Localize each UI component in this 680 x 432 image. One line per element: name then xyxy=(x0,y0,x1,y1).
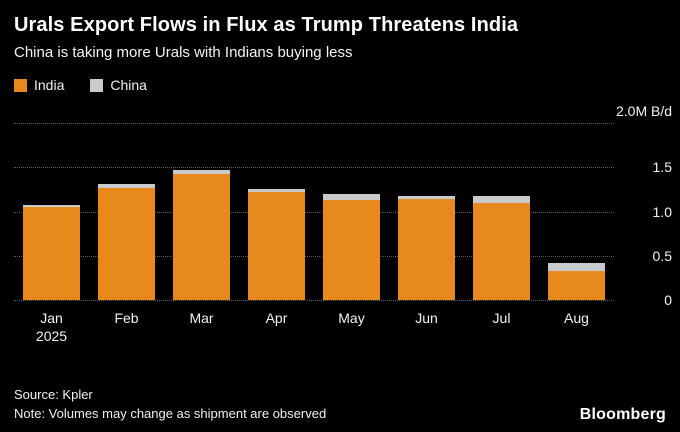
stacked-bar-chart: 2.0M B/d 1.5 1.0 0.5 0 Jan 2025 Feb Mar Apr May Ju… xyxy=(14,103,672,345)
stacked-bar xyxy=(397,123,456,300)
bar-group-jul xyxy=(464,123,539,300)
stacked-bar xyxy=(97,123,156,300)
stacked-bar xyxy=(22,123,81,300)
source-text: Source: Kpler xyxy=(14,387,93,403)
gridline xyxy=(14,167,614,169)
stacked-bar xyxy=(322,123,381,300)
y-tick-label: 0 xyxy=(664,292,672,308)
legend-item-china: China xyxy=(90,77,147,93)
china-color-swatch xyxy=(90,78,104,92)
bar-segment-india xyxy=(97,187,156,300)
bar-segment-india xyxy=(397,199,456,300)
bar-group-jun xyxy=(389,123,464,300)
y-tick-label: 1.5 xyxy=(652,159,672,176)
chart-footer: Source: Kpler Note: Volumes may change a… xyxy=(14,386,666,424)
x-tick-label: Jul xyxy=(492,310,511,326)
legend-label-india: India xyxy=(34,77,65,93)
gridline xyxy=(14,123,614,124)
x-tick-label: Apr xyxy=(265,310,288,326)
gridline xyxy=(14,300,614,301)
x-tick-label: Aug xyxy=(564,310,589,326)
bar-group-feb xyxy=(89,123,164,300)
footer-notes: Source: Kpler Note: Volumes may change a… xyxy=(14,386,326,424)
bar-segment-india xyxy=(322,200,381,300)
bar-segment-china xyxy=(172,169,231,175)
bar-segment-china xyxy=(397,195,456,200)
bar-segment-china xyxy=(97,184,156,188)
bar-segment-china xyxy=(247,189,306,193)
bar-segment-india xyxy=(172,174,231,300)
bar-segment-china xyxy=(322,193,381,200)
legend: India China xyxy=(14,77,666,93)
y-tick-label: 1.0 xyxy=(652,203,672,220)
chart-title: Urals Export Flows in Flux as Trump Thre… xyxy=(14,14,519,36)
stacked-bar xyxy=(472,123,531,300)
x-tick-label: Jun xyxy=(415,310,438,326)
bar-segment-china xyxy=(472,195,531,203)
bar-segment-india xyxy=(22,207,81,300)
bar-group-jan xyxy=(14,123,89,300)
y-tick-label: 2.0M B/d xyxy=(616,103,673,119)
bloomberg-logo: Bloomberg xyxy=(579,406,666,423)
bar-group-aug xyxy=(539,123,614,300)
bar-segment-china xyxy=(22,205,81,208)
note-text: Note: Volumes may change as shipment are… xyxy=(14,406,327,422)
bar-group-apr xyxy=(239,123,314,300)
india-color-swatch xyxy=(14,78,27,92)
bar-group-may xyxy=(314,123,389,300)
x-axis: Jan 2025 Feb Mar Apr May Jun Jul Aug xyxy=(14,309,614,345)
bar-group-mar xyxy=(164,123,239,300)
x-tick-label: Jan 2025 xyxy=(35,310,68,345)
legend-item-india: India xyxy=(14,77,64,93)
bar-segment-india xyxy=(472,202,531,300)
x-tick-label: Feb xyxy=(114,310,139,326)
plot-area: 2.0M B/d 1.5 1.0 0.5 0 xyxy=(14,103,672,308)
gridline xyxy=(14,255,614,257)
legend-label-china: China xyxy=(110,77,147,93)
bar-segment-india xyxy=(247,192,306,300)
stacked-bar xyxy=(247,123,306,300)
x-tick-label: May xyxy=(338,310,365,326)
bar-segment-india xyxy=(547,270,606,300)
stacked-bar xyxy=(172,123,231,300)
y-tick-label: 0.5 xyxy=(652,247,672,264)
bar-segment-china xyxy=(547,262,606,271)
chart-subtitle: China is taking more Urals with Indians … xyxy=(14,44,353,61)
stacked-bar xyxy=(547,123,606,300)
gridline xyxy=(14,211,614,213)
x-tick-label: Mar xyxy=(189,310,214,326)
